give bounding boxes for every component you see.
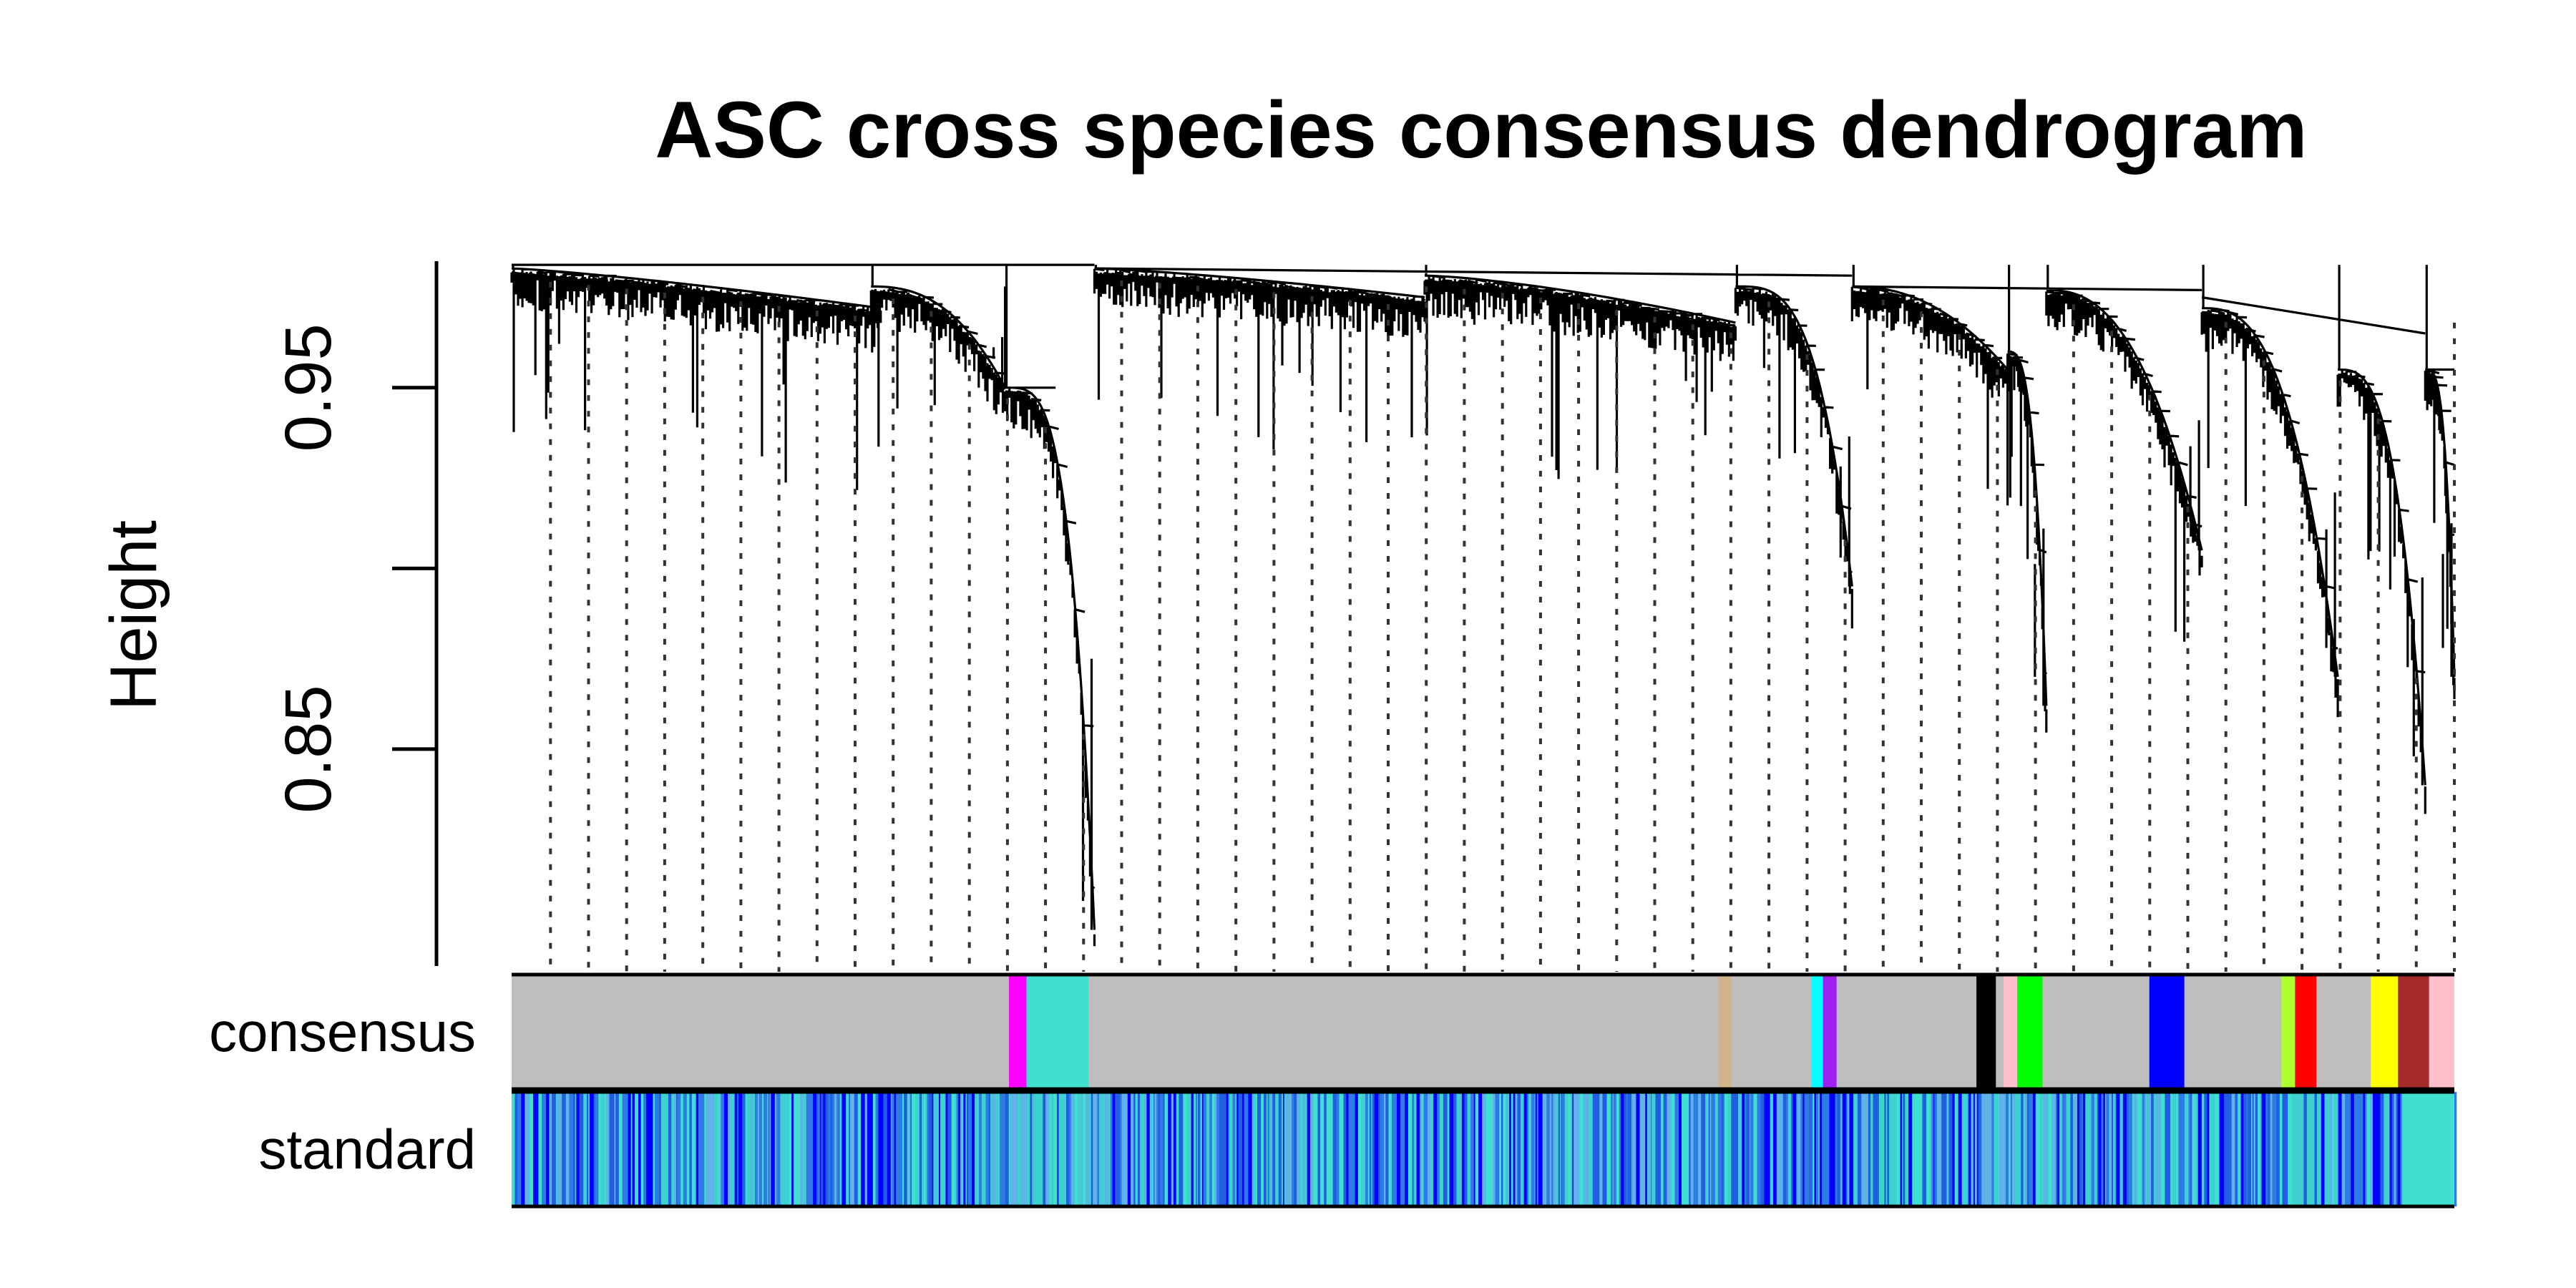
dendrogram-tree: [510, 263, 2456, 947]
row-label-standard: standard: [258, 1118, 476, 1181]
standard-stripes: [555, 1092, 2412, 1206]
dendrogram-branches: [510, 263, 2456, 947]
consensus-module-segment: [2295, 975, 2317, 1089]
consensus-module-segment: [2017, 975, 2043, 1089]
standard-stripes: [517, 1092, 2457, 1206]
consensus-module-segment: [1009, 975, 1027, 1089]
consensus-row-background: [512, 975, 2454, 1089]
standard-solid-segment: [2401, 1092, 2454, 1206]
dashed-guides: [549, 280, 2456, 972]
consensus-module-segment: [1823, 975, 1837, 1089]
y-axis-label: Height: [97, 520, 170, 711]
y-tick-label: 0.95: [272, 323, 345, 452]
row-label-consensus: consensus: [209, 1000, 476, 1063]
consensus-module-segment: [2371, 975, 2399, 1089]
y-axis: 0.85 0.95: [272, 261, 439, 966]
chart-title: ASC cross species consensus dendrogram: [655, 85, 2307, 175]
consensus-module-segment: [1811, 975, 1823, 1089]
y-tick-label: 0.85: [272, 685, 345, 813]
consensus-module-segment: [2398, 975, 2429, 1089]
consensus-module-segment: [2004, 975, 2018, 1089]
color-row-standard: [512, 1090, 2457, 1209]
module-color-rows: [512, 972, 2457, 1209]
consensus-module-segment: [2429, 975, 2454, 1089]
consensus-module-segment: [2281, 975, 2296, 1089]
standard-solid-segment: [867, 1092, 873, 1206]
color-row-consensus: [512, 972, 2454, 1091]
consensus-module-segment: [1718, 975, 1732, 1089]
standard-stripes: [512, 1092, 2446, 1206]
consensus-module-segment: [1976, 975, 1996, 1089]
row-labels: consensus standard: [209, 1000, 476, 1181]
consensus-module-segment: [2149, 975, 2185, 1089]
guide-lines: [549, 280, 2456, 972]
consensus-module-segment: [1026, 975, 1089, 1089]
